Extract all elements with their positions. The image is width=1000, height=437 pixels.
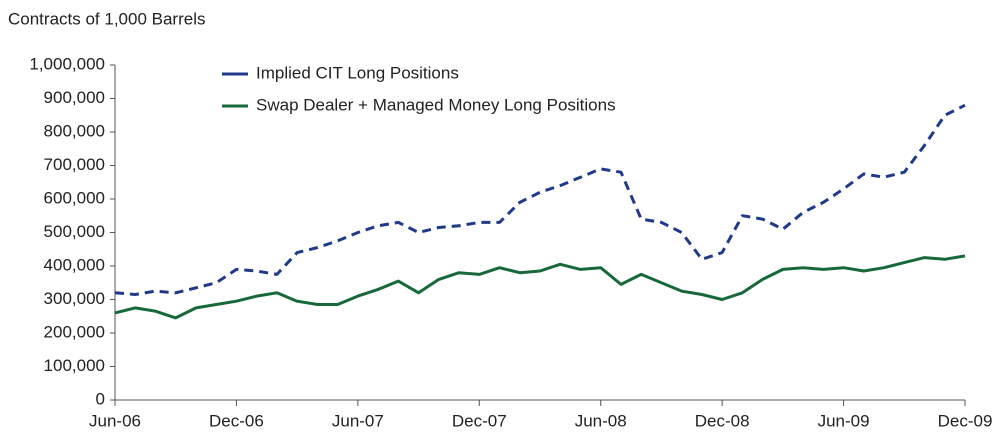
- x-tick-label: Jun-09: [818, 411, 870, 430]
- y-tick-label: 100,000: [44, 356, 105, 375]
- y-tick-label: 800,000: [44, 121, 105, 140]
- x-tick-label: Dec-07: [452, 411, 507, 430]
- data-line: [114, 103, 966, 296]
- y-axis-label: Contracts of 1,000 Barrels: [8, 9, 205, 28]
- y-tick-label: 200,000: [44, 322, 105, 341]
- x-tick-label: Jun-07: [332, 411, 384, 430]
- y-tick-label: 0: [96, 389, 105, 408]
- legend-label: Implied CIT Long Positions: [256, 63, 459, 82]
- x-tick-label: Jun-08: [575, 411, 627, 430]
- y-tick-label: 700,000: [44, 155, 105, 174]
- y-tick-label: 400,000: [44, 255, 105, 274]
- y-tick-label: 600,000: [44, 188, 105, 207]
- y-tick-label: 900,000: [44, 88, 105, 107]
- x-tick-label: Jun-06: [89, 411, 141, 430]
- x-tick-label: Dec-08: [695, 411, 750, 430]
- y-tick-label: 1,000,000: [29, 54, 105, 73]
- x-tick-label: Dec-09: [938, 411, 993, 430]
- y-tick-label: 300,000: [44, 289, 105, 308]
- legend-label: Swap Dealer + Managed Money Long Positio…: [256, 95, 616, 114]
- data-line: [114, 254, 966, 320]
- x-tick-label: Dec-06: [209, 411, 264, 430]
- y-tick-label: 500,000: [44, 222, 105, 241]
